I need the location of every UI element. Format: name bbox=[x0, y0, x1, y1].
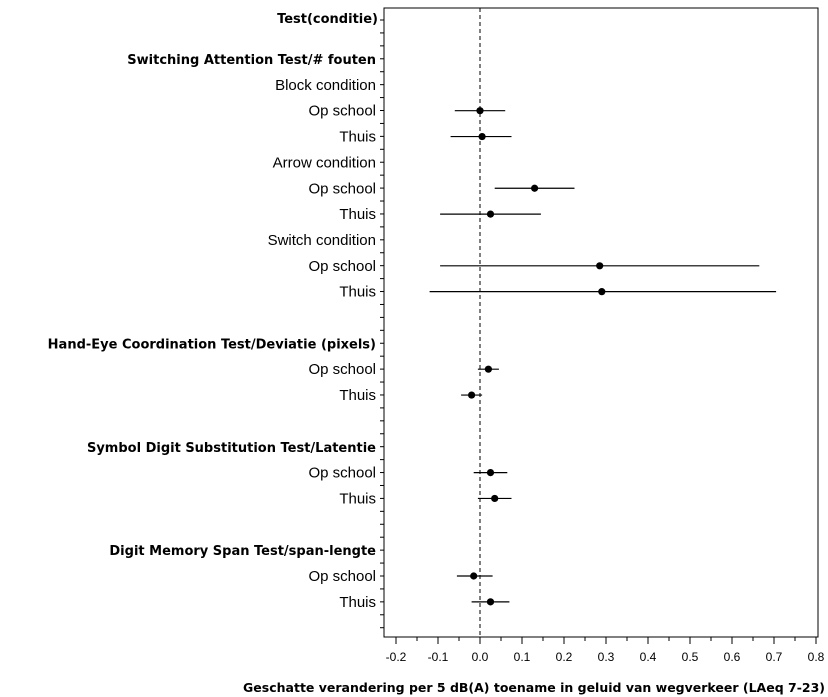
estimate-point bbox=[491, 494, 499, 503]
row-label: Thuis bbox=[339, 284, 376, 301]
row-label: Thuis bbox=[339, 206, 376, 223]
row-label: Op school bbox=[308, 103, 376, 120]
estimate-point bbox=[598, 288, 606, 296]
x-tick-label: 0.3 bbox=[598, 650, 615, 664]
plot-frame bbox=[383, 7, 819, 638]
plot-border bbox=[383, 7, 819, 638]
chart-title: Test(conditie) bbox=[277, 12, 378, 27]
x-tick-label: 0.1 bbox=[514, 650, 531, 664]
row-label: Op school bbox=[308, 180, 376, 197]
group-header: Hand-Eye Coordination Test/Deviatie (pix… bbox=[48, 337, 376, 352]
estimate-point bbox=[486, 210, 495, 218]
x-axis-label: Geschatte verandering per 5 dB(A) toenam… bbox=[243, 680, 825, 695]
row-label: Thuis bbox=[339, 594, 376, 611]
row-label: Op school bbox=[308, 361, 376, 378]
x-tick-label: 0.0 bbox=[472, 650, 489, 664]
x-tick-label: 0.2 bbox=[556, 650, 573, 664]
y-axis-ticks bbox=[380, 19, 384, 629]
row-label: Op school bbox=[308, 568, 376, 585]
group-header: Switching Attention Test/# fouten bbox=[127, 53, 376, 68]
estimate-point bbox=[596, 262, 604, 270]
estimate-point bbox=[486, 469, 495, 477]
group-header: Digit Memory Span Test/span-lengte bbox=[109, 544, 376, 559]
estimate-point bbox=[486, 598, 495, 606]
estimate-point bbox=[468, 391, 476, 399]
x-tick-label: 0.4 bbox=[640, 650, 657, 664]
row-label: Thuis bbox=[339, 129, 376, 146]
x-tick-label: 0.6 bbox=[724, 650, 741, 664]
x-axis: -0.2 -0.1 0.0 0.1 0.2 0.3 0.4 0.5 0.6 0.7 0.8 bbox=[386, 637, 825, 664]
x-tick-label: -0.1 bbox=[428, 650, 449, 664]
x-tick-label: 0.7 bbox=[766, 650, 783, 664]
rows: Switching Attention Test/# fouten Block c… bbox=[48, 53, 777, 611]
estimate-point bbox=[470, 572, 478, 580]
estimate-point bbox=[531, 184, 539, 192]
group-header: Symbol Digit Substitution Test/Latentie bbox=[87, 441, 376, 456]
row-label: Thuis bbox=[339, 490, 376, 507]
row-label: Thuis bbox=[339, 387, 376, 404]
x-tick-label: 0.8 bbox=[808, 650, 825, 664]
condition-label: Switch condition bbox=[268, 232, 376, 249]
estimate-point bbox=[476, 107, 484, 115]
condition-label: Block condition bbox=[275, 77, 376, 94]
estimate-point bbox=[478, 132, 486, 141]
x-tick-label: -0.2 bbox=[386, 650, 407, 664]
x-tick-label: 0.5 bbox=[682, 650, 699, 664]
condition-label: Arrow condition bbox=[273, 154, 376, 171]
estimate-point bbox=[484, 365, 492, 373]
row-label: Op school bbox=[308, 465, 376, 482]
row-label: Op school bbox=[308, 258, 376, 275]
